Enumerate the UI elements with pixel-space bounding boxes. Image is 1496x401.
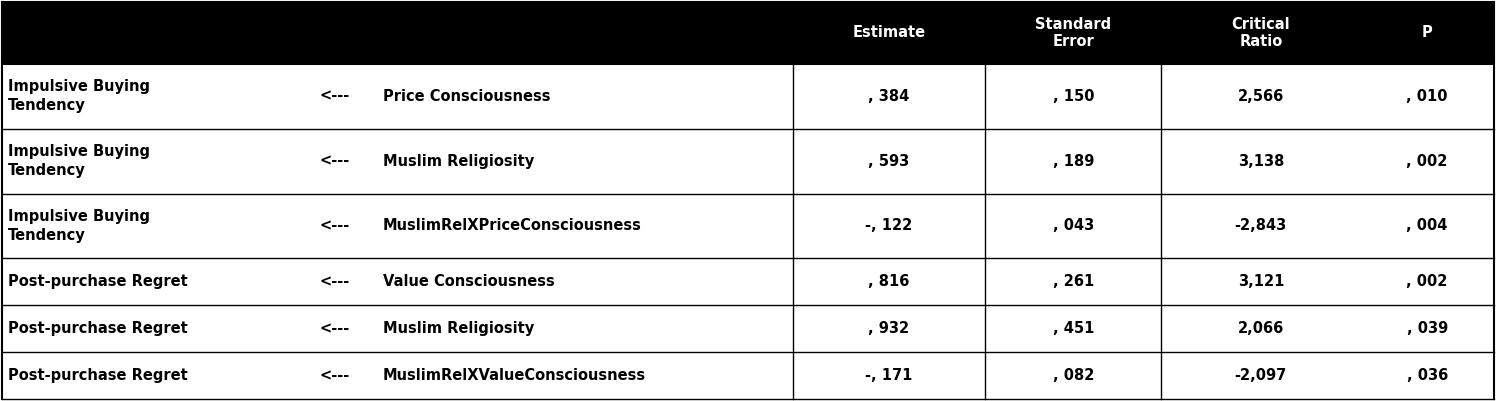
Text: , 004: , 004: [1406, 219, 1448, 233]
Text: MuslimRelXPriceConsciousness: MuslimRelXPriceConsciousness: [383, 219, 642, 233]
Text: Impulsive Buying
Tendency: Impulsive Buying Tendency: [7, 79, 150, 113]
Text: , 451: , 451: [1053, 321, 1094, 336]
Text: 3,121: 3,121: [1237, 274, 1284, 289]
Text: , 043: , 043: [1053, 219, 1094, 233]
Text: 2,566: 2,566: [1237, 89, 1284, 104]
Text: Muslim Religiosity: Muslim Religiosity: [383, 154, 534, 168]
Text: MuslimRelXValueConsciousness: MuslimRelXValueConsciousness: [383, 368, 646, 383]
Text: Standard
Error: Standard Error: [1035, 17, 1112, 49]
Text: -, 122: -, 122: [865, 219, 913, 233]
Text: , 010: , 010: [1406, 89, 1448, 104]
Bar: [1, 129, 1495, 194]
Text: , 593: , 593: [868, 154, 910, 168]
Text: Price Consciousness: Price Consciousness: [383, 89, 551, 104]
Text: , 261: , 261: [1053, 274, 1094, 289]
Text: <---: <---: [320, 89, 350, 104]
Text: -2,843: -2,843: [1234, 219, 1287, 233]
Text: , 082: , 082: [1053, 368, 1094, 383]
Text: <---: <---: [320, 368, 350, 383]
Bar: [1, 305, 1495, 352]
Text: , 932: , 932: [869, 321, 910, 336]
Text: , 384: , 384: [868, 89, 910, 104]
Text: <---: <---: [320, 321, 350, 336]
Text: Critical
Ratio: Critical Ratio: [1231, 17, 1290, 49]
Text: -2,097: -2,097: [1234, 368, 1287, 383]
Text: , 039: , 039: [1406, 321, 1448, 336]
Bar: [1, 194, 1495, 258]
Bar: [1, 352, 1495, 399]
Bar: [1, 2, 1495, 64]
Text: 3,138: 3,138: [1237, 154, 1284, 168]
Text: -, 171: -, 171: [865, 368, 913, 383]
Text: , 036: , 036: [1406, 368, 1448, 383]
Text: Muslim Religiosity: Muslim Religiosity: [383, 321, 534, 336]
Text: , 150: , 150: [1053, 89, 1094, 104]
Text: , 189: , 189: [1053, 154, 1094, 168]
Bar: [1, 64, 1495, 129]
Text: P: P: [1421, 25, 1433, 41]
Text: Impulsive Buying
Tendency: Impulsive Buying Tendency: [7, 209, 150, 243]
Text: , 816: , 816: [868, 274, 910, 289]
Text: <---: <---: [320, 274, 350, 289]
Text: 2,066: 2,066: [1237, 321, 1284, 336]
Bar: [1, 258, 1495, 305]
Text: , 002: , 002: [1406, 154, 1448, 168]
Text: Estimate: Estimate: [853, 25, 926, 41]
Text: Value Consciousness: Value Consciousness: [383, 274, 555, 289]
Text: Impulsive Buying
Tendency: Impulsive Buying Tendency: [7, 144, 150, 178]
Text: Post-purchase Regret: Post-purchase Regret: [7, 274, 188, 289]
Text: , 002: , 002: [1406, 274, 1448, 289]
Text: <---: <---: [320, 219, 350, 233]
Text: Post-purchase Regret: Post-purchase Regret: [7, 321, 188, 336]
Text: <---: <---: [320, 154, 350, 168]
Text: Post-purchase Regret: Post-purchase Regret: [7, 368, 188, 383]
